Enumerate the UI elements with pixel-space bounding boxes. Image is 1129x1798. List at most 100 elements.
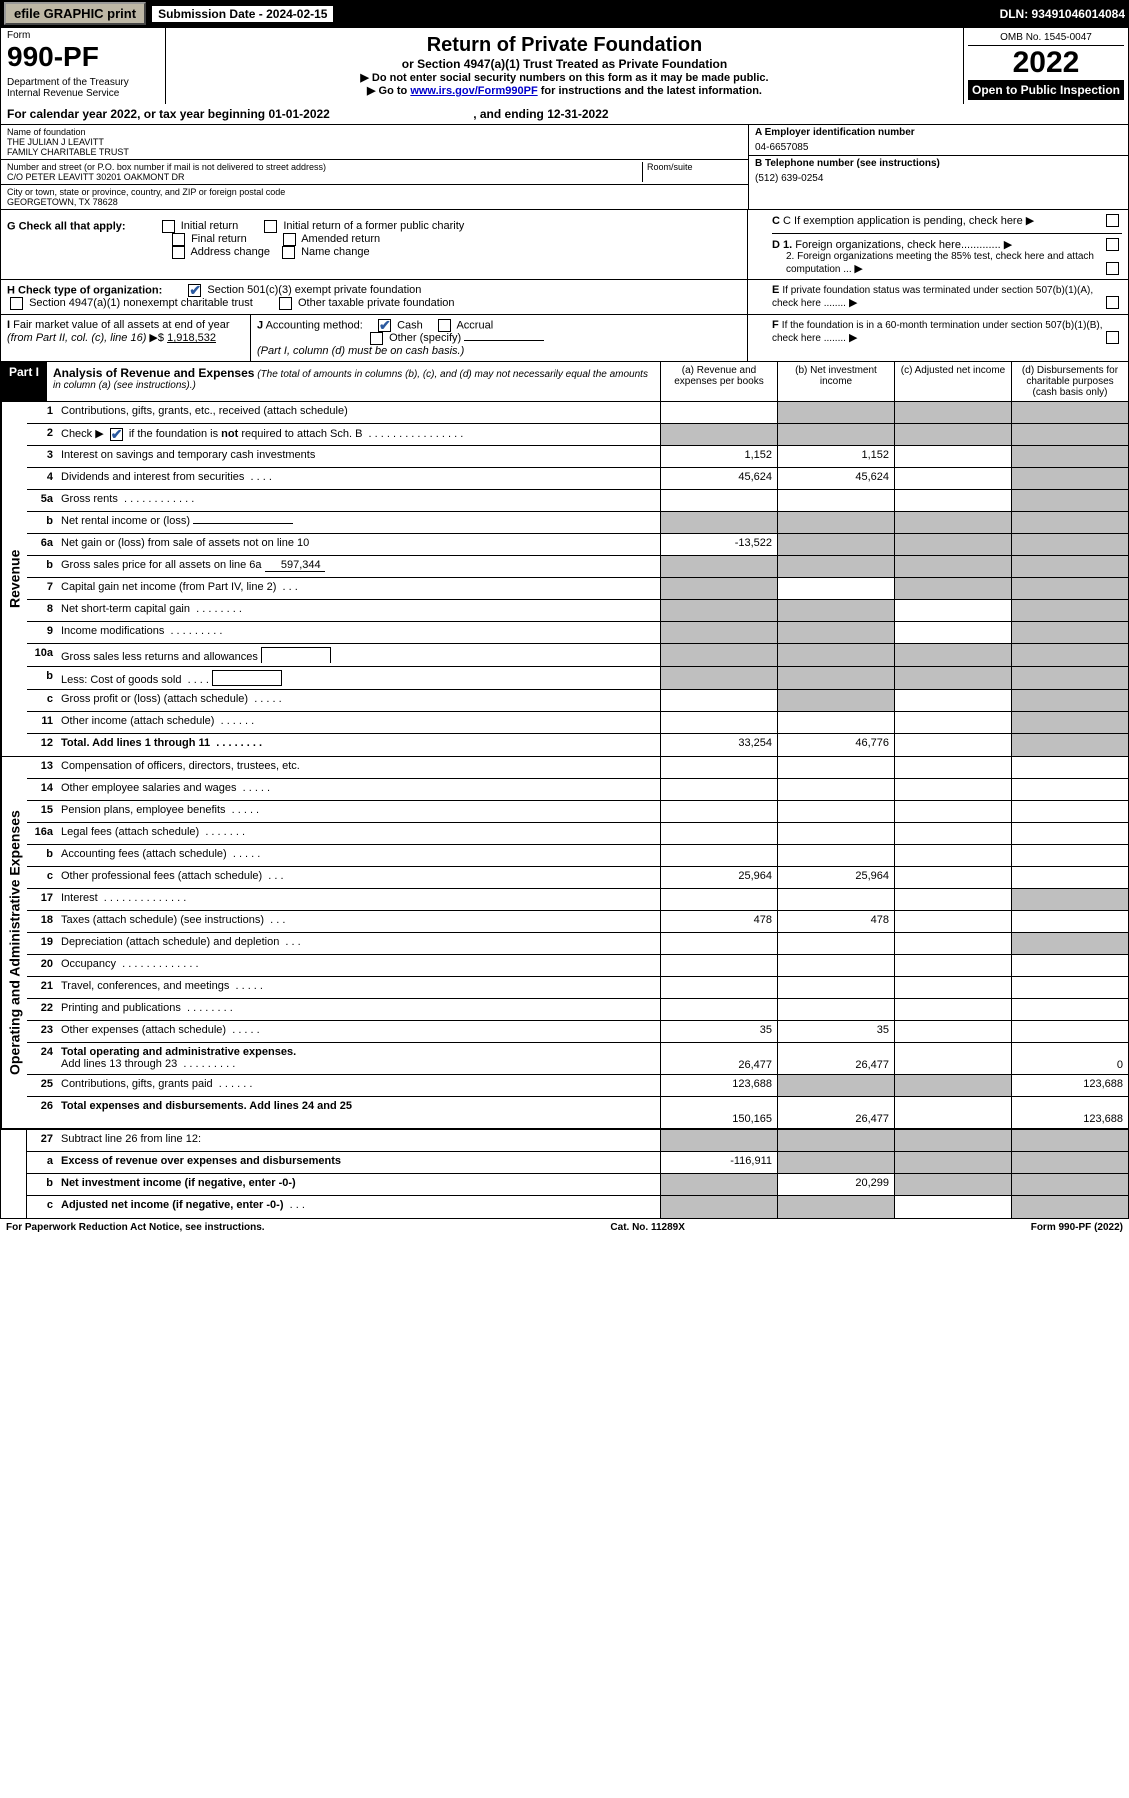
line-9: 9Income modifications . . . . . . . . . <box>27 622 1128 644</box>
cb-e[interactable] <box>1106 296 1119 309</box>
e-section: E If private foundation status was termi… <box>748 280 1128 314</box>
l27b-text: Net investment income (if negative, ente… <box>57 1174 660 1195</box>
irs-link[interactable]: www.irs.gov/Form990PF <box>410 85 537 97</box>
efile-print-button[interactable]: efile GRAPHIC print <box>4 2 146 25</box>
cb-other-acct[interactable] <box>370 332 383 345</box>
revenue-section: Revenue 1Contributions, gifts, grants, e… <box>0 402 1129 757</box>
line-6a: 6aNet gain or (loss) from sale of assets… <box>27 534 1128 556</box>
cb-cash[interactable] <box>378 319 391 332</box>
ij-section: I Fair market value of all assets at end… <box>1 315 748 361</box>
fmv-value: 1,918,532 <box>167 332 216 344</box>
f-label: If the foundation is in a 60-month termi… <box>772 320 1103 344</box>
cb-c[interactable] <box>1106 214 1119 227</box>
line-1: 1Contributions, gifts, grants, etc., rec… <box>27 402 1128 424</box>
cb-f[interactable] <box>1106 331 1119 344</box>
line-22: 22Printing and publications . . . . . . … <box>27 999 1128 1021</box>
line-13: 13Compensation of officers, directors, t… <box>27 757 1128 779</box>
cb-other-tax[interactable] <box>279 297 292 310</box>
cb-initial-return[interactable] <box>162 220 175 233</box>
form-note-1: ▶ Do not enter social security numbers o… <box>172 71 957 84</box>
l23-text: Other expenses (attach schedule) . . . .… <box>57 1021 660 1042</box>
l27b-b: 20,299 <box>777 1174 894 1195</box>
l10b-text: Less: Cost of goods sold . . . . <box>57 667 660 689</box>
l3-text: Interest on savings and temporary cash i… <box>57 446 660 467</box>
line-15: 15Pension plans, employee benefits . . .… <box>27 801 1128 823</box>
city-cell: City or town, state or province, country… <box>1 185 748 209</box>
line-11: 11Other income (attach schedule) . . . .… <box>27 712 1128 734</box>
header-mid: Return of Private Foundation or Section … <box>166 28 963 104</box>
tel-label: B Telephone number (see instructions) <box>755 158 1122 169</box>
tel-cell: B Telephone number (see instructions) (5… <box>749 156 1128 190</box>
l7-text: Capital gain net income (from Part IV, l… <box>57 578 660 599</box>
city: GEORGETOWN, TX 78628 <box>7 197 742 207</box>
line-19: 19Depreciation (attach schedule) and dep… <box>27 933 1128 955</box>
cal-start: 01-01-2022 <box>268 107 329 121</box>
cb-501c3[interactable] <box>188 284 201 297</box>
part1-title: Analysis of Revenue and Expenses <box>53 366 254 380</box>
l4-b: 45,624 <box>777 468 894 489</box>
l16c-text: Other professional fees (attach schedule… <box>57 867 660 888</box>
l6b-val: 597,344 <box>265 559 325 572</box>
col-c-head: (c) Adjusted net income <box>894 362 1011 401</box>
h-section: H Check type of organization: Section 50… <box>1 280 748 314</box>
l12-text: Total. Add lines 1 through 11 . . . . . … <box>57 734 660 756</box>
l4-text: Dividends and interest from securities .… <box>57 468 660 489</box>
line-27c: cAdjusted net income (if negative, enter… <box>27 1196 1128 1218</box>
line-25: 25Contributions, gifts, grants paid . . … <box>27 1075 1128 1097</box>
info-right: A Employer identification number 04-6657… <box>748 125 1128 209</box>
form-number: 990-PF <box>7 41 159 73</box>
opt-initial: Initial return <box>181 220 238 232</box>
opt-other-tax: Other taxable private foundation <box>298 297 455 309</box>
form-note-2: ▶ Go to www.irs.gov/Form990PF for instru… <box>172 84 957 97</box>
room-label: Room/suite <box>647 162 742 172</box>
form-label: Form <box>7 30 159 41</box>
l17-text: Interest . . . . . . . . . . . . . . <box>57 889 660 910</box>
address: C/O PETER LEAVITT 30201 OAKMONT DR <box>7 172 642 182</box>
footer-left: For Paperwork Reduction Act Notice, see … <box>6 1222 265 1233</box>
ein-label: A Employer identification number <box>755 127 1122 138</box>
l10a-text: Gross sales less returns and allowances <box>57 644 660 666</box>
cb-d2[interactable] <box>1106 262 1119 275</box>
foundation-name: THE JULIAN J LEAVITT FAMILY CHARITABLE T… <box>7 137 742 157</box>
l25-d: 123,688 <box>1011 1075 1128 1096</box>
line-20: 20Occupancy . . . . . . . . . . . . . <box>27 955 1128 977</box>
cal-mid: , and ending <box>473 107 547 121</box>
line-27: 27Subtract line 26 from line 12: <box>27 1130 1128 1152</box>
l25-text: Contributions, gifts, grants paid . . . … <box>57 1075 660 1096</box>
opt-name: Name change <box>301 246 370 258</box>
opt-final: Final return <box>191 233 247 245</box>
line-10c: cGross profit or (loss) (attach schedule… <box>27 690 1128 712</box>
c-label: C If exemption application is pending, c… <box>783 215 1023 227</box>
spacer-27 <box>1 1130 27 1218</box>
l10c-text: Gross profit or (loss) (attach schedule)… <box>57 690 660 711</box>
line-4: 4Dividends and interest from securities … <box>27 468 1128 490</box>
line-3: 3Interest on savings and temporary cash … <box>27 446 1128 468</box>
col-a-head: (a) Revenue and expenses per books <box>660 362 777 401</box>
form-header: Form 990-PF Department of the Treasury I… <box>0 27 1129 104</box>
l5b-text: Net rental income or (loss) <box>57 512 660 533</box>
line-27a: aExcess of revenue over expenses and dis… <box>27 1152 1128 1174</box>
l19-text: Depreciation (attach schedule) and deple… <box>57 933 660 954</box>
cb-name-change[interactable] <box>282 246 295 259</box>
col-b-head: (b) Net investment income <box>777 362 894 401</box>
tax-year: 2022 <box>968 46 1124 80</box>
cb-initial-former[interactable] <box>264 220 277 233</box>
cb-final[interactable] <box>172 233 185 246</box>
expense-side-label: Operating and Administrative Expenses <box>1 757 27 1128</box>
cb-4947[interactable] <box>10 297 23 310</box>
l4-a: 45,624 <box>660 468 777 489</box>
cb-addr-change[interactable] <box>172 246 185 259</box>
telephone: (512) 639-0254 <box>755 169 1122 188</box>
part1-desc: Analysis of Revenue and Expenses (The to… <box>47 362 660 401</box>
cb-sch-b[interactable] <box>110 428 123 441</box>
opt-501c3: Section 501(c)(3) exempt private foundat… <box>207 284 421 296</box>
cb-accrual[interactable] <box>438 319 451 332</box>
l12-a: 33,254 <box>660 734 777 756</box>
line-16b: bAccounting fees (attach schedule) . . .… <box>27 845 1128 867</box>
l12-b: 46,776 <box>777 734 894 756</box>
cb-amended[interactable] <box>283 233 296 246</box>
line-5b: bNet rental income or (loss) <box>27 512 1128 534</box>
l16c-a: 25,964 <box>660 867 777 888</box>
cb-d1[interactable] <box>1106 238 1119 251</box>
c-d-section: C C If exemption application is pending,… <box>748 210 1128 279</box>
